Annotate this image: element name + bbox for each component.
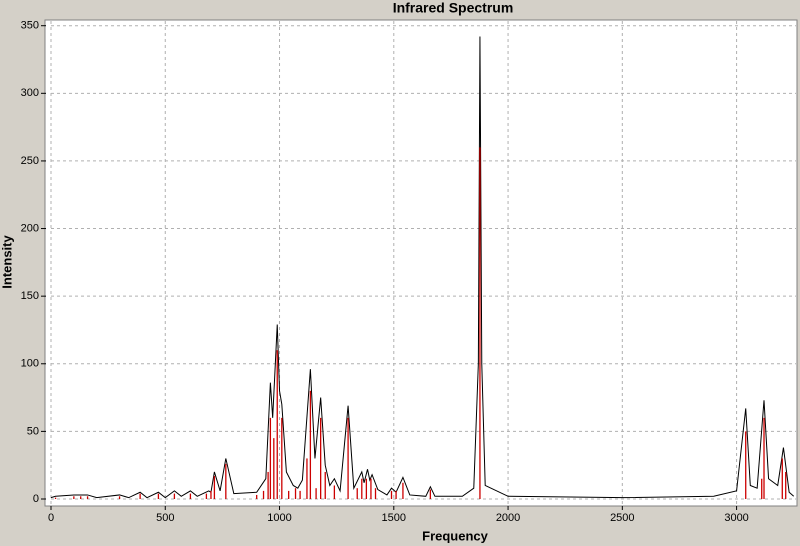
y-tick-label: 200 (21, 222, 39, 234)
x-tick-label: 3000 (724, 512, 748, 524)
y-tick-label: 50 (27, 425, 39, 437)
y-tick-label: 250 (21, 155, 39, 167)
x-tick-label: 1500 (382, 512, 406, 524)
chart-title: Infrared Spectrum (393, 0, 514, 16)
y-tick-label: 100 (21, 358, 39, 370)
spectrum-line (50, 36, 795, 499)
y-tick-label: 150 (21, 290, 39, 302)
y-tick-label: 300 (21, 87, 39, 99)
x-tick-label: 2000 (496, 512, 520, 524)
y-tick-label: 0 (33, 493, 39, 505)
x-axis-label: Frequency (422, 528, 489, 543)
y-tick-label: 350 (21, 20, 39, 32)
x-tick-label: 500 (156, 512, 174, 524)
plot-area (44, 19, 798, 507)
x-tick-label: 1000 (267, 512, 291, 524)
y-axis-label: Intensity (0, 235, 14, 289)
x-tick-label: 0 (48, 512, 54, 524)
x-tick-label: 2500 (610, 512, 634, 524)
